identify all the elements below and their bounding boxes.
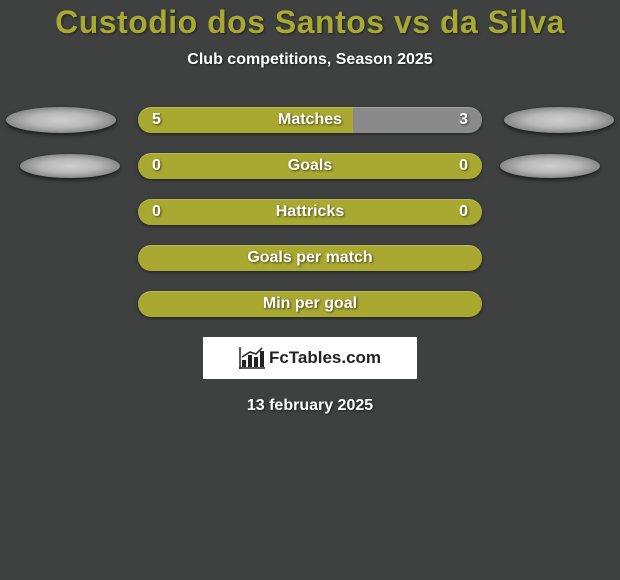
stat-row: 0Hattricks0 [0, 199, 620, 225]
stat-row: 5Matches3 [0, 107, 620, 133]
stat-rows: 5Matches30Goals00Hattricks0Goals per mat… [0, 107, 620, 317]
stat-bar: 0Hattricks0 [138, 199, 482, 225]
stat-label: Matches [138, 111, 482, 129]
player-left-shadow [20, 154, 120, 178]
date-text: 13 february 2025 [0, 397, 620, 415]
player-right-shadow [504, 107, 614, 133]
comparison-infographic: Custodio dos Santos vs da Silva Club com… [0, 0, 620, 415]
bar-chart-icon [239, 347, 265, 369]
stat-value-right: 3 [459, 111, 468, 129]
stat-label: Min per goal [138, 295, 482, 313]
player-left-shadow [6, 107, 116, 133]
stat-value-right: 0 [459, 203, 468, 221]
stat-label: Goals per match [138, 249, 482, 267]
stat-bar: Min per goal [138, 291, 482, 317]
stat-bar: 5Matches3 [138, 107, 482, 133]
logo-box: FcTables.com [203, 337, 417, 379]
stat-bar: 0Goals0 [138, 153, 482, 179]
stat-row: Goals per match [0, 245, 620, 271]
player-right-shadow [500, 154, 600, 178]
page-title: Custodio dos Santos vs da Silva [0, 4, 620, 41]
stat-row: Min per goal [0, 291, 620, 317]
logo-text: FcTables.com [269, 348, 381, 368]
subtitle: Club competitions, Season 2025 [0, 51, 620, 69]
stat-label: Hattricks [138, 203, 482, 221]
stat-value-right: 0 [459, 157, 468, 175]
stat-label: Goals [138, 157, 482, 175]
stat-bar: Goals per match [138, 245, 482, 271]
stat-row: 0Goals0 [0, 153, 620, 179]
